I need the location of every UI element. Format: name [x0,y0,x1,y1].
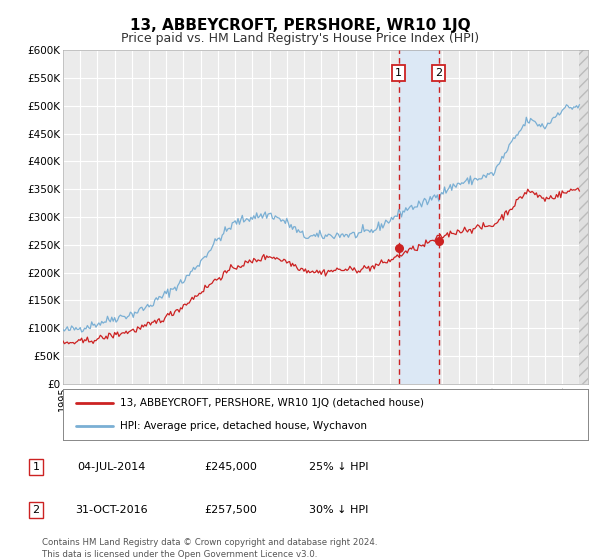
Text: 13, ABBEYCROFT, PERSHORE, WR10 1JQ: 13, ABBEYCROFT, PERSHORE, WR10 1JQ [130,18,470,33]
Text: 1: 1 [32,463,40,472]
Text: Contains HM Land Registry data © Crown copyright and database right 2024.: Contains HM Land Registry data © Crown c… [42,538,377,547]
Text: Price paid vs. HM Land Registry's House Price Index (HPI): Price paid vs. HM Land Registry's House … [121,32,479,45]
Text: 2: 2 [32,505,40,515]
Bar [580,50,588,384]
Text: 2: 2 [435,68,442,78]
Text: 31-OCT-2016: 31-OCT-2016 [74,505,148,515]
Text: This data is licensed under the Open Government Licence v3.0.: This data is licensed under the Open Gov… [42,550,317,559]
Text: 1: 1 [395,68,402,78]
Text: £257,500: £257,500 [205,505,257,515]
Text: 30% ↓ HPI: 30% ↓ HPI [310,505,368,515]
Text: 04-JUL-2014: 04-JUL-2014 [77,463,145,472]
Bar [399,50,439,384]
Text: 13, ABBEYCROFT, PERSHORE, WR10 1JQ (detached house): 13, ABBEYCROFT, PERSHORE, WR10 1JQ (deta… [120,398,424,408]
Bar [580,50,588,384]
Text: £245,000: £245,000 [205,463,257,472]
Text: HPI: Average price, detached house, Wychavon: HPI: Average price, detached house, Wych… [120,421,367,431]
Text: 25% ↓ HPI: 25% ↓ HPI [309,463,369,472]
